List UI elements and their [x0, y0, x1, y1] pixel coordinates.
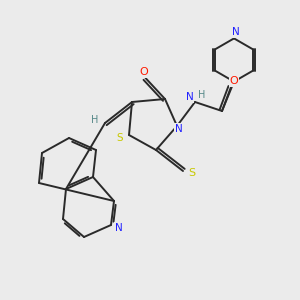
Text: N: N [115, 223, 122, 233]
Text: N: N [232, 27, 239, 38]
Text: S: S [117, 133, 123, 143]
Text: O: O [230, 76, 238, 86]
Text: O: O [140, 67, 148, 77]
Text: N: N [186, 92, 194, 103]
Text: N: N [175, 124, 182, 134]
Text: H: H [91, 115, 98, 125]
Text: H: H [198, 90, 205, 100]
Text: S: S [188, 167, 196, 178]
